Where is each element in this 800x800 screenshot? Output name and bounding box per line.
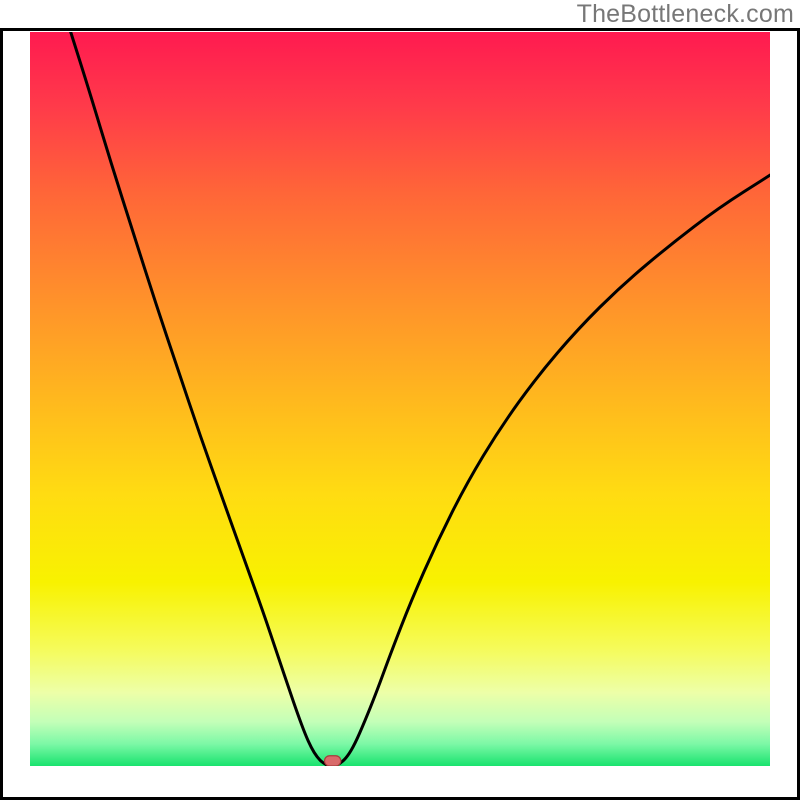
chart-root: { "watermark": { "text": "TheBottleneck.… [0,0,800,800]
chart-svg [30,32,770,766]
bottleneck-curve [71,32,770,766]
optimum-marker [325,756,341,766]
plot-area [30,32,770,766]
watermark-text: TheBottleneck.com [577,0,794,29]
